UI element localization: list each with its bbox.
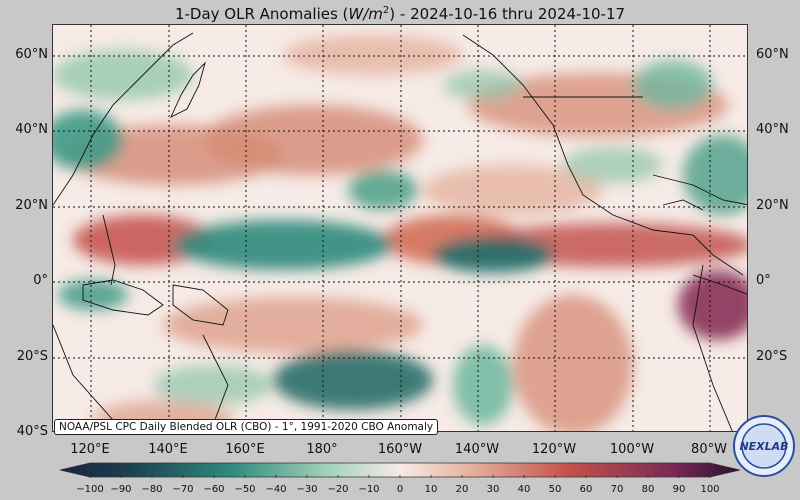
graticule [53,25,747,431]
colorbar-tick-label: 70 [610,484,624,495]
colorbar-tick-label: −80 [141,484,163,495]
colorbar-tick-label: 10 [424,484,438,495]
colorbar-tick-label: −20 [327,484,349,495]
lat-label-left: 60°N [15,47,48,62]
lat-label-right: 40°N [756,122,789,137]
lat-label-left: 0° [33,273,48,288]
nexlab-logo: NEXLAB [733,415,795,477]
lat-label-right: 0° [756,273,771,288]
lat-label-right: 20°S [756,349,788,364]
colorbar-tick-label: −30 [296,484,318,495]
colorbar-tick-label: −90 [110,484,132,495]
colorbar-tick-label: 40 [517,484,531,495]
lat-label-left: 20°S [16,349,48,364]
colorbar-tick-label: −100 [76,484,104,495]
lon-label: 120°W [531,442,577,457]
colorbar-tick-label: 80 [641,484,655,495]
lat-label-left: 40°N [15,122,48,137]
svg-text:NEXLAB: NEXLAB [739,440,788,453]
colorbar-tick-label: 0 [396,484,404,495]
lat-label-left: 20°N [15,198,48,213]
lon-label: 80°W [691,442,727,457]
colorbar-tick-label: −50 [234,484,256,495]
colorbar [60,462,740,478]
lon-label: 160°W [377,442,423,457]
colorbar-tick-label: 30 [486,484,500,495]
colorbar-tick-label: −40 [265,484,287,495]
colorbar-tick-label: 100 [700,484,720,495]
map-title: 1-Day OLR Anomalies (W/m2) - 2024-10-16 … [174,5,626,23]
coastlines [53,32,747,431]
olr-anomaly-map [52,24,748,432]
lat-label-right: 60°N [756,47,789,62]
colorbar-tick-label: 90 [672,484,686,495]
lon-label: 140°W [454,442,500,457]
lon-label: 160°E [225,442,265,457]
colorbar-tick-label: 50 [548,484,562,495]
lat-label-right: 20°N [756,198,789,213]
colorbar-tick-label: −10 [358,484,380,495]
colorbar-tick-label: −60 [203,484,225,495]
lon-label: 140°E [148,442,188,457]
lon-label: 180° [306,442,338,457]
colorbar-tick-label: −70 [172,484,194,495]
lat-label-left: 40°S [16,424,48,439]
source-note: NOAA/PSL CPC Daily Blended OLR (CBO) - 1… [54,419,439,435]
colorbar-tick-label: 20 [455,484,469,495]
lon-label: 120°E [70,442,110,457]
lon-label: 100°W [609,442,655,457]
colorbar-tick-label: 60 [579,484,593,495]
